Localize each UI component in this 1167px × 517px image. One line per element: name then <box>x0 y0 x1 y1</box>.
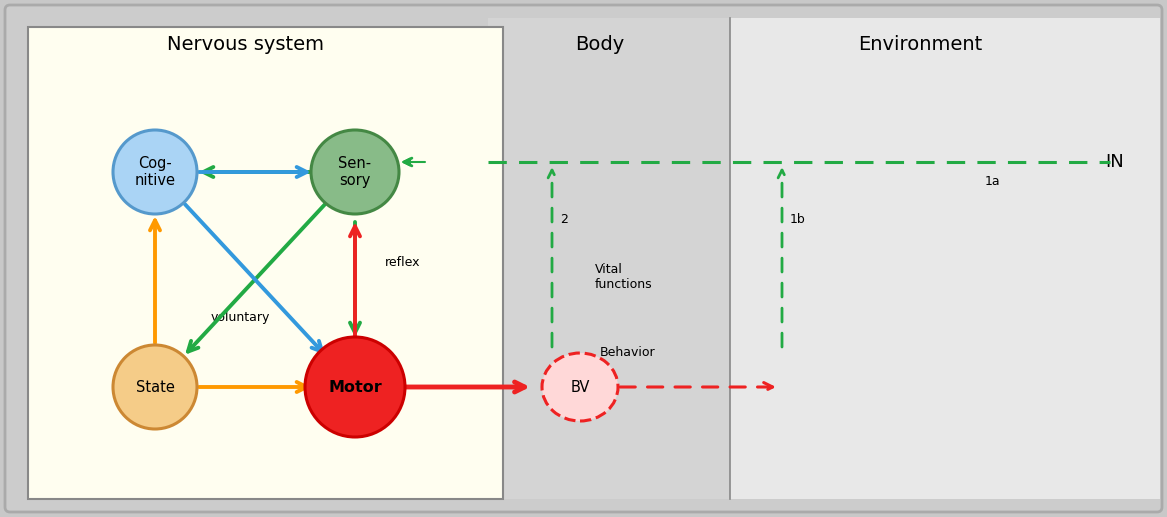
Text: Sen-
sory: Sen- sory <box>338 156 371 188</box>
Text: Nervous system: Nervous system <box>167 35 323 54</box>
Bar <box>488 18 731 499</box>
FancyArrowPatch shape <box>350 222 359 332</box>
Text: Cog-
nitive: Cog- nitive <box>134 156 175 188</box>
FancyArrowPatch shape <box>200 382 307 392</box>
FancyArrowPatch shape <box>778 170 785 347</box>
FancyArrowPatch shape <box>405 382 524 392</box>
Text: 1b: 1b <box>790 214 805 226</box>
FancyArrowPatch shape <box>184 204 322 352</box>
FancyBboxPatch shape <box>5 5 1162 512</box>
Bar <box>731 18 1160 499</box>
Ellipse shape <box>113 130 197 214</box>
Ellipse shape <box>113 345 197 429</box>
FancyBboxPatch shape <box>28 27 503 499</box>
Text: Behavior: Behavior <box>600 345 656 358</box>
FancyArrowPatch shape <box>203 167 310 177</box>
Text: Vital
functions: Vital functions <box>595 263 652 291</box>
FancyArrowPatch shape <box>548 170 555 347</box>
Text: State: State <box>135 379 174 394</box>
Text: Environment: Environment <box>858 35 983 54</box>
Text: 1a: 1a <box>985 175 1000 189</box>
FancyArrowPatch shape <box>188 204 326 352</box>
Text: IN: IN <box>1105 153 1124 171</box>
FancyArrowPatch shape <box>404 159 425 165</box>
FancyArrowPatch shape <box>404 158 412 166</box>
Text: BV: BV <box>571 379 589 394</box>
Text: reflex: reflex <box>385 255 420 268</box>
Ellipse shape <box>310 130 399 214</box>
Text: Body: Body <box>575 35 624 54</box>
Text: Motor: Motor <box>328 379 382 394</box>
FancyArrowPatch shape <box>151 220 160 343</box>
FancyArrowPatch shape <box>620 383 773 391</box>
Ellipse shape <box>541 353 619 421</box>
Text: 2: 2 <box>560 214 568 226</box>
Text: voluntary: voluntary <box>210 311 270 324</box>
FancyArrowPatch shape <box>350 226 359 337</box>
FancyArrowPatch shape <box>200 167 307 177</box>
Ellipse shape <box>305 337 405 437</box>
